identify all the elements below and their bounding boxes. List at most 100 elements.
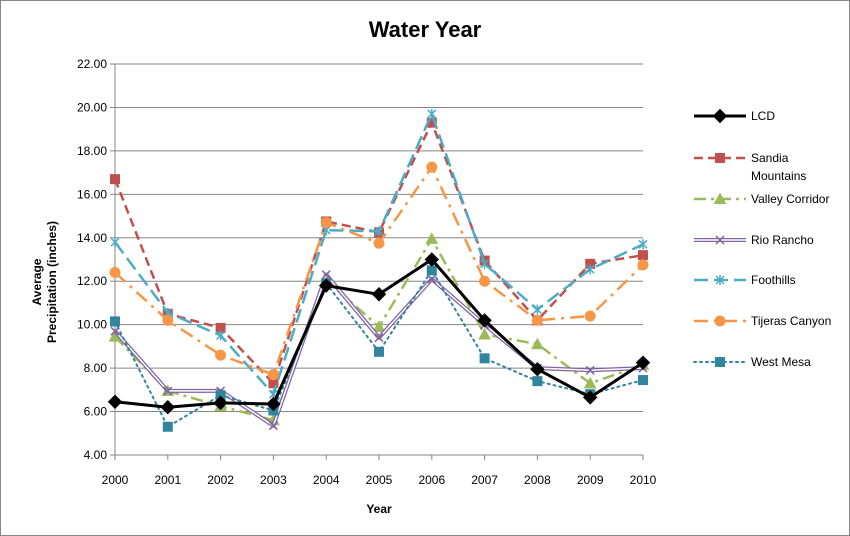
circle-marker <box>714 315 726 327</box>
star-marker <box>427 108 437 119</box>
x-marker <box>715 235 725 245</box>
square-marker <box>532 376 543 387</box>
legend-entry: Foothills <box>694 273 796 287</box>
diamond-marker <box>582 390 598 405</box>
star-marker <box>585 264 595 275</box>
y-tick-label: 6.00 <box>84 405 108 419</box>
x-marker <box>163 386 173 396</box>
star-marker <box>110 237 120 248</box>
x-tick-label: 2006 <box>418 473 445 487</box>
triangle-marker <box>713 192 727 204</box>
series-line <box>113 121 644 385</box>
x-tick-label: 2005 <box>366 473 393 487</box>
x-tick-label: 2009 <box>577 473 604 487</box>
diamond-marker <box>424 252 440 267</box>
square-marker <box>479 353 490 364</box>
circle-marker <box>215 349 227 361</box>
x-tick-label: 2008 <box>524 473 551 487</box>
y-axis-label-line: Average <box>30 258 44 305</box>
x-marker <box>585 365 595 375</box>
circle-marker <box>162 314 174 326</box>
circle-marker <box>637 259 649 271</box>
y-tick-label: 20.00 <box>77 100 107 114</box>
circle-marker <box>320 217 332 229</box>
legend-label: LCD <box>751 109 775 123</box>
x-tick-label: 2010 <box>630 473 657 487</box>
x-marker <box>268 421 278 431</box>
series-0 <box>107 252 651 415</box>
circle-marker <box>531 314 543 326</box>
triangle-marker <box>478 327 491 340</box>
star-marker <box>480 258 490 269</box>
diamond-marker <box>477 313 492 328</box>
circle-marker <box>479 275 491 287</box>
circle-marker <box>109 267 121 279</box>
square-marker <box>426 265 437 276</box>
legend-entry: Valley Corridor <box>694 192 829 206</box>
square-marker <box>110 316 120 327</box>
axes <box>114 64 643 456</box>
data-series <box>107 108 651 432</box>
y-tick-label: 16.00 <box>77 187 107 201</box>
star-marker <box>216 330 226 341</box>
triangle-marker <box>372 320 386 332</box>
legend-label: West Mesa <box>751 355 811 369</box>
square-marker <box>110 174 120 185</box>
square-marker <box>715 357 725 367</box>
triangle-marker <box>583 376 597 389</box>
legend-label: Valley Corridor <box>751 192 829 206</box>
x-tick-label: 2003 <box>260 473 287 487</box>
y-tick-label: 8.00 <box>84 361 108 375</box>
x-axis-label: Year <box>366 502 392 516</box>
diamond-marker <box>107 394 123 409</box>
series-5 <box>109 161 649 381</box>
y-tick-label: 12.00 <box>77 274 107 288</box>
y-tick-label: 22.00 <box>77 57 107 71</box>
grid-lines <box>115 63 643 456</box>
circle-marker <box>584 310 596 322</box>
y-axis-label: Average Precipitation (inches) <box>30 221 59 343</box>
legend-entry: Rio Rancho <box>694 233 814 247</box>
square-marker <box>638 375 648 386</box>
x-marker <box>427 274 437 284</box>
series-3 <box>110 270 648 431</box>
square-marker <box>638 250 648 261</box>
x-tick-label: 2002 <box>207 473 234 487</box>
legend-entry: Tijeras Canyon <box>694 314 831 328</box>
legend-label: Sandia <box>751 151 789 165</box>
diamond-marker <box>160 400 176 415</box>
diamond-marker <box>712 108 728 124</box>
y-tick-label: 10.00 <box>77 318 107 332</box>
x-tick-label: 2004 <box>313 473 340 487</box>
y-tick-label: 14.00 <box>77 231 107 245</box>
series-line <box>114 165 644 376</box>
y-tick-label: 4.00 <box>84 448 108 462</box>
diamond-marker <box>371 287 387 302</box>
square-marker <box>715 153 725 163</box>
circle-marker <box>267 369 279 381</box>
legend: LCD Sandia Mountains Valley Corridor Rio Ran… <box>693 108 831 369</box>
diamond-marker <box>266 396 281 412</box>
star-marker <box>638 239 648 250</box>
series-2 <box>108 232 650 426</box>
x-tick-label: 2007 <box>471 473 498 487</box>
y-tick-label: 18.00 <box>77 144 107 158</box>
legend-label: Rio Rancho <box>751 233 814 247</box>
legend-label: Tijeras Canyon <box>751 314 831 328</box>
diamond-marker <box>213 395 228 411</box>
star-marker <box>374 226 384 237</box>
diamond-marker <box>635 355 651 370</box>
legend-entry: West Mesa <box>693 355 811 369</box>
x-axis-ticks: 2000 2001 2002 2003 2004 2005 2006 2007 2008 2009… <box>102 455 657 487</box>
y-axis-ticks: 4.00 6.00 8.00 10.00 12.00 14.00 16.00 18.00 20.… <box>77 57 115 462</box>
x-tick-label: 2000 <box>102 473 129 487</box>
circle-marker <box>373 237 385 249</box>
chart-title: Water Year <box>369 17 482 42</box>
star-marker <box>532 304 542 315</box>
circle-marker <box>426 161 438 173</box>
x-marker <box>374 333 384 343</box>
square-marker <box>374 346 384 357</box>
legend-entry: LCD <box>694 108 775 124</box>
